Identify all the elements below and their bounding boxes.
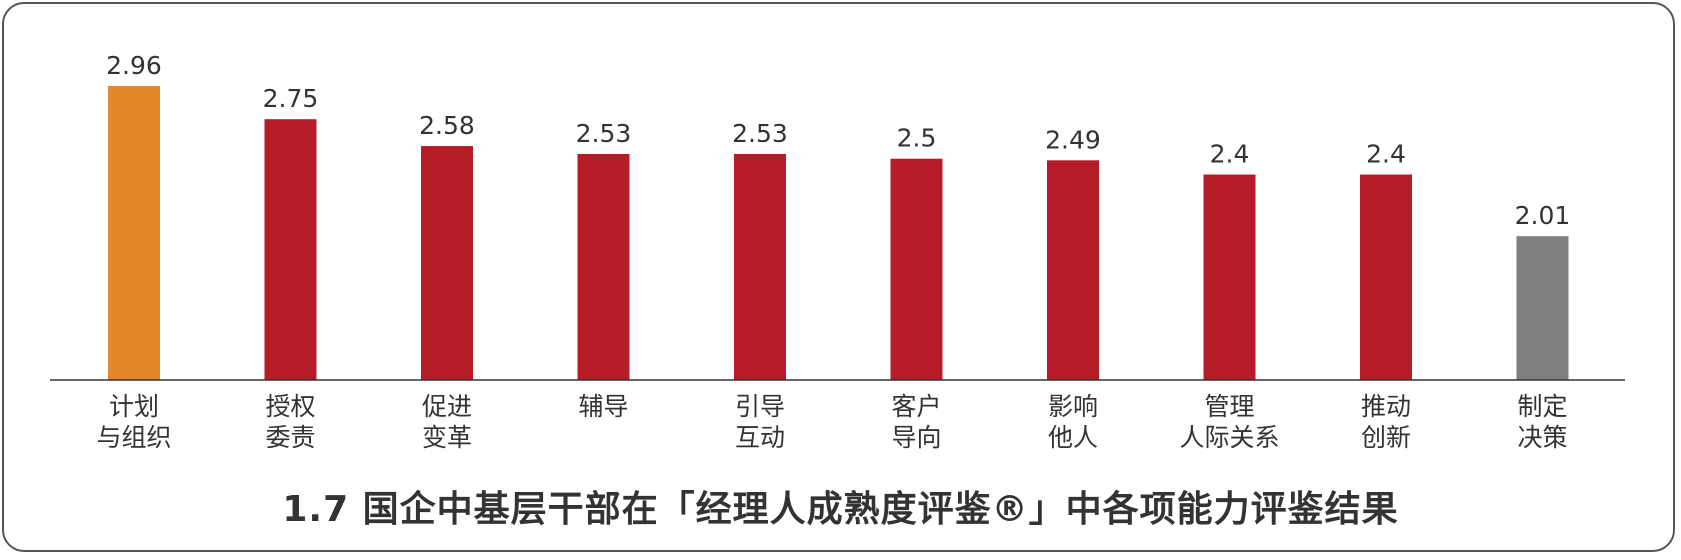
data-label: 2.53 <box>576 119 632 148</box>
category-label: 影响 <box>1048 392 1098 421</box>
bar <box>577 153 630 380</box>
category-label: 促进 <box>422 392 472 421</box>
data-label: 2.01 <box>1515 201 1571 230</box>
category-label: 变革 <box>422 423 472 452</box>
category-label: 创新 <box>1361 423 1411 452</box>
category-label: 互动 <box>735 423 785 452</box>
data-label: 2.53 <box>732 119 788 148</box>
category-label: 推动 <box>1361 392 1411 421</box>
category-label: 决策 <box>1517 423 1567 452</box>
data-label: 2.75 <box>263 84 319 113</box>
category-label: 客户 <box>891 392 941 421</box>
data-label: 2.58 <box>419 111 475 140</box>
category-label: 辅导 <box>578 392 628 421</box>
bar <box>890 158 943 380</box>
data-label: 2.49 <box>1045 125 1101 154</box>
category-label: 引导 <box>735 392 785 421</box>
category-label: 制定 <box>1517 392 1567 421</box>
chart-caption: 1.7 国企中基层干部在「经理人成熟度评鉴®」中各项能力评鉴结果 <box>282 489 1399 530</box>
category-label: 导向 <box>891 423 941 452</box>
data-label: 2.5 <box>897 124 937 153</box>
bar <box>264 119 317 381</box>
category-label: 管理 <box>1204 392 1254 421</box>
bar <box>1360 174 1412 380</box>
category-label: 与组织 <box>96 423 171 452</box>
bar <box>421 146 473 380</box>
bar <box>734 153 786 380</box>
data-label: 2.4 <box>1210 140 1250 169</box>
category-label: 人际关系 <box>1179 423 1279 452</box>
category-label: 他人 <box>1048 423 1098 452</box>
bar <box>1516 236 1569 380</box>
bar <box>1203 174 1256 380</box>
category-label: 计划 <box>109 392 159 421</box>
bar <box>108 86 160 380</box>
category-label: 委责 <box>265 423 315 452</box>
bar <box>1047 160 1099 380</box>
category-label: 授权 <box>265 392 315 421</box>
data-label: 2.96 <box>106 51 162 80</box>
data-label: 2.4 <box>1366 140 1406 169</box>
